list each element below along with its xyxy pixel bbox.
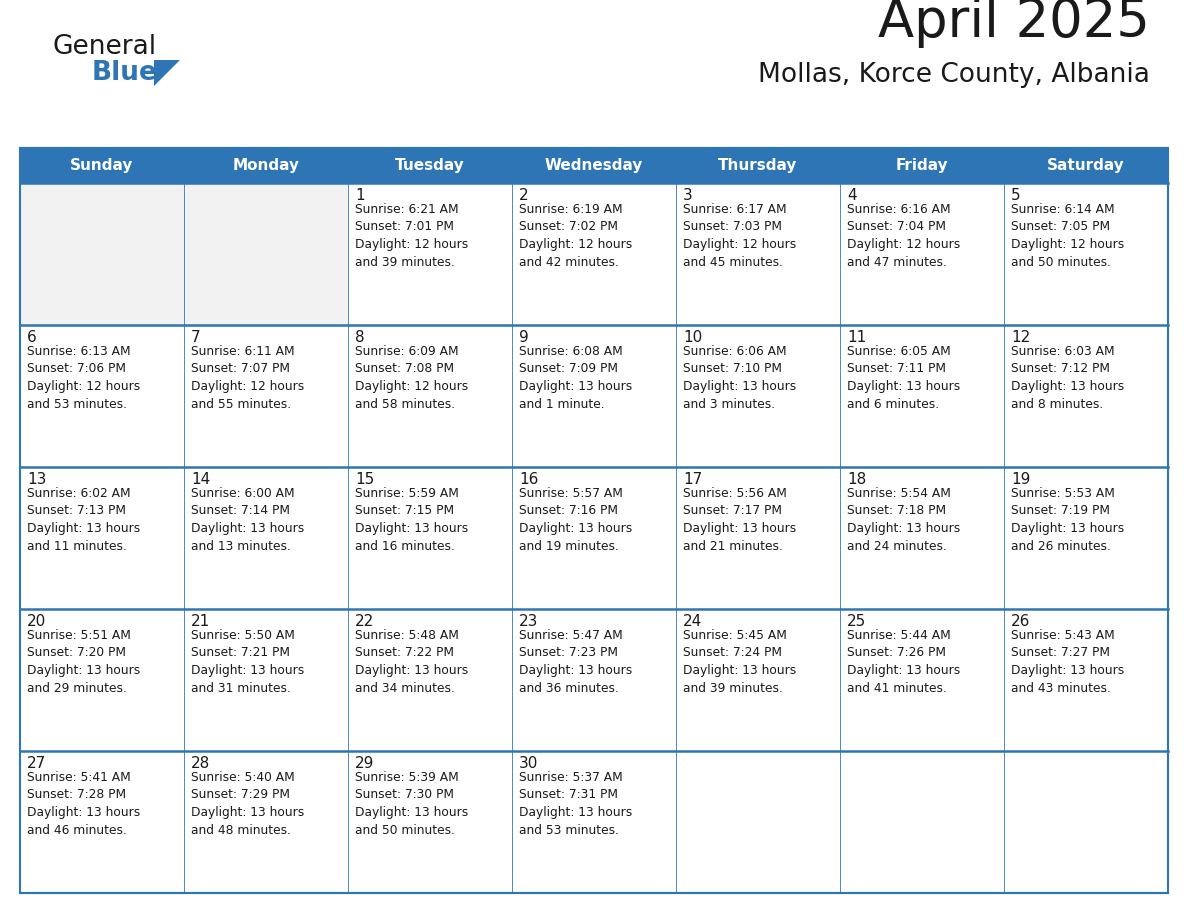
Text: Wednesday: Wednesday — [545, 158, 643, 173]
Bar — [20, 148, 1168, 183]
Text: Sunrise: 5:43 AM
Sunset: 7:27 PM
Daylight: 13 hours
and 43 minutes.: Sunrise: 5:43 AM Sunset: 7:27 PM Dayligh… — [1011, 629, 1124, 695]
Text: 12: 12 — [1011, 330, 1030, 345]
Text: Sunrise: 5:50 AM
Sunset: 7:21 PM
Daylight: 13 hours
and 31 minutes.: Sunrise: 5:50 AM Sunset: 7:21 PM Dayligh… — [191, 629, 304, 695]
Text: 27: 27 — [27, 756, 46, 771]
Text: 2: 2 — [519, 188, 529, 203]
Text: Sunrise: 6:02 AM
Sunset: 7:13 PM
Daylight: 13 hours
and 11 minutes.: Sunrise: 6:02 AM Sunset: 7:13 PM Dayligh… — [27, 487, 140, 553]
Text: Sunrise: 6:14 AM
Sunset: 7:05 PM
Daylight: 12 hours
and 50 minutes.: Sunrise: 6:14 AM Sunset: 7:05 PM Dayligh… — [1011, 203, 1124, 268]
Text: 28: 28 — [191, 756, 210, 771]
Text: Sunrise: 5:39 AM
Sunset: 7:30 PM
Daylight: 13 hours
and 50 minutes.: Sunrise: 5:39 AM Sunset: 7:30 PM Dayligh… — [355, 771, 468, 836]
Text: 16: 16 — [519, 472, 538, 487]
Text: 19: 19 — [1011, 472, 1030, 487]
Text: 18: 18 — [847, 472, 866, 487]
Text: 1: 1 — [355, 188, 365, 203]
Text: Sunrise: 6:17 AM
Sunset: 7:03 PM
Daylight: 12 hours
and 45 minutes.: Sunrise: 6:17 AM Sunset: 7:03 PM Dayligh… — [683, 203, 796, 268]
Text: 8: 8 — [355, 330, 365, 345]
Text: 29: 29 — [355, 756, 374, 771]
Text: 15: 15 — [355, 472, 374, 487]
Text: Sunrise: 6:11 AM
Sunset: 7:07 PM
Daylight: 12 hours
and 55 minutes.: Sunrise: 6:11 AM Sunset: 7:07 PM Dayligh… — [191, 345, 304, 410]
Text: Sunday: Sunday — [70, 158, 134, 173]
Text: Saturday: Saturday — [1047, 158, 1125, 173]
Text: Sunrise: 6:19 AM
Sunset: 7:02 PM
Daylight: 12 hours
and 42 minutes.: Sunrise: 6:19 AM Sunset: 7:02 PM Dayligh… — [519, 203, 632, 268]
Text: Sunrise: 5:45 AM
Sunset: 7:24 PM
Daylight: 13 hours
and 39 minutes.: Sunrise: 5:45 AM Sunset: 7:24 PM Dayligh… — [683, 629, 796, 695]
Bar — [20, 751, 1168, 893]
Text: 25: 25 — [847, 614, 866, 629]
Text: Sunrise: 5:37 AM
Sunset: 7:31 PM
Daylight: 13 hours
and 53 minutes.: Sunrise: 5:37 AM Sunset: 7:31 PM Dayligh… — [519, 771, 632, 836]
Bar — [20, 467, 1168, 609]
Text: Blue: Blue — [91, 60, 158, 86]
Text: Sunrise: 5:47 AM
Sunset: 7:23 PM
Daylight: 13 hours
and 36 minutes.: Sunrise: 5:47 AM Sunset: 7:23 PM Dayligh… — [519, 629, 632, 695]
Text: Sunrise: 5:40 AM
Sunset: 7:29 PM
Daylight: 13 hours
and 48 minutes.: Sunrise: 5:40 AM Sunset: 7:29 PM Dayligh… — [191, 771, 304, 836]
Text: 24: 24 — [683, 614, 702, 629]
Text: 26: 26 — [1011, 614, 1030, 629]
Text: Sunrise: 6:16 AM
Sunset: 7:04 PM
Daylight: 12 hours
and 47 minutes.: Sunrise: 6:16 AM Sunset: 7:04 PM Dayligh… — [847, 203, 960, 268]
Text: Sunrise: 5:54 AM
Sunset: 7:18 PM
Daylight: 13 hours
and 24 minutes.: Sunrise: 5:54 AM Sunset: 7:18 PM Dayligh… — [847, 487, 960, 553]
Text: Sunrise: 6:00 AM
Sunset: 7:14 PM
Daylight: 13 hours
and 13 minutes.: Sunrise: 6:00 AM Sunset: 7:14 PM Dayligh… — [191, 487, 304, 553]
Bar — [20, 325, 1168, 467]
Text: Tuesday: Tuesday — [396, 158, 465, 173]
Text: 3: 3 — [683, 188, 693, 203]
Text: Sunrise: 5:44 AM
Sunset: 7:26 PM
Daylight: 13 hours
and 41 minutes.: Sunrise: 5:44 AM Sunset: 7:26 PM Dayligh… — [847, 629, 960, 695]
Text: 21: 21 — [191, 614, 210, 629]
Text: 11: 11 — [847, 330, 866, 345]
Text: 23: 23 — [519, 614, 538, 629]
Bar — [184, 183, 348, 325]
Text: Friday: Friday — [896, 158, 948, 173]
Text: Sunrise: 5:59 AM
Sunset: 7:15 PM
Daylight: 13 hours
and 16 minutes.: Sunrise: 5:59 AM Sunset: 7:15 PM Dayligh… — [355, 487, 468, 553]
Bar — [20, 183, 184, 325]
Text: 9: 9 — [519, 330, 529, 345]
Text: 7: 7 — [191, 330, 201, 345]
Text: General: General — [52, 34, 156, 60]
Text: Sunrise: 6:21 AM
Sunset: 7:01 PM
Daylight: 12 hours
and 39 minutes.: Sunrise: 6:21 AM Sunset: 7:01 PM Dayligh… — [355, 203, 468, 268]
Text: Sunrise: 6:09 AM
Sunset: 7:08 PM
Daylight: 12 hours
and 58 minutes.: Sunrise: 6:09 AM Sunset: 7:08 PM Dayligh… — [355, 345, 468, 410]
Text: Sunrise: 6:06 AM
Sunset: 7:10 PM
Daylight: 13 hours
and 3 minutes.: Sunrise: 6:06 AM Sunset: 7:10 PM Dayligh… — [683, 345, 796, 410]
Bar — [20, 183, 1168, 325]
Polygon shape — [154, 60, 181, 86]
Text: 13: 13 — [27, 472, 46, 487]
Text: Sunrise: 6:05 AM
Sunset: 7:11 PM
Daylight: 13 hours
and 6 minutes.: Sunrise: 6:05 AM Sunset: 7:11 PM Dayligh… — [847, 345, 960, 410]
Text: Sunrise: 6:08 AM
Sunset: 7:09 PM
Daylight: 13 hours
and 1 minute.: Sunrise: 6:08 AM Sunset: 7:09 PM Dayligh… — [519, 345, 632, 410]
Text: Monday: Monday — [233, 158, 299, 173]
Text: April 2025: April 2025 — [878, 0, 1150, 48]
Text: 17: 17 — [683, 472, 702, 487]
Text: 6: 6 — [27, 330, 37, 345]
Text: Sunrise: 5:41 AM
Sunset: 7:28 PM
Daylight: 13 hours
and 46 minutes.: Sunrise: 5:41 AM Sunset: 7:28 PM Dayligh… — [27, 771, 140, 836]
Text: Sunrise: 5:48 AM
Sunset: 7:22 PM
Daylight: 13 hours
and 34 minutes.: Sunrise: 5:48 AM Sunset: 7:22 PM Dayligh… — [355, 629, 468, 695]
Text: Sunrise: 5:56 AM
Sunset: 7:17 PM
Daylight: 13 hours
and 21 minutes.: Sunrise: 5:56 AM Sunset: 7:17 PM Dayligh… — [683, 487, 796, 553]
Text: 10: 10 — [683, 330, 702, 345]
Text: Sunrise: 5:57 AM
Sunset: 7:16 PM
Daylight: 13 hours
and 19 minutes.: Sunrise: 5:57 AM Sunset: 7:16 PM Dayligh… — [519, 487, 632, 553]
Text: Mollas, Korce County, Albania: Mollas, Korce County, Albania — [758, 62, 1150, 88]
Text: Sunrise: 5:53 AM
Sunset: 7:19 PM
Daylight: 13 hours
and 26 minutes.: Sunrise: 5:53 AM Sunset: 7:19 PM Dayligh… — [1011, 487, 1124, 553]
Text: Sunrise: 6:13 AM
Sunset: 7:06 PM
Daylight: 12 hours
and 53 minutes.: Sunrise: 6:13 AM Sunset: 7:06 PM Dayligh… — [27, 345, 140, 410]
Text: Thursday: Thursday — [719, 158, 797, 173]
Text: 30: 30 — [519, 756, 538, 771]
Text: 4: 4 — [847, 188, 857, 203]
Text: Sunrise: 6:03 AM
Sunset: 7:12 PM
Daylight: 13 hours
and 8 minutes.: Sunrise: 6:03 AM Sunset: 7:12 PM Dayligh… — [1011, 345, 1124, 410]
Text: 22: 22 — [355, 614, 374, 629]
Text: 14: 14 — [191, 472, 210, 487]
Text: 5: 5 — [1011, 188, 1020, 203]
Text: Sunrise: 5:51 AM
Sunset: 7:20 PM
Daylight: 13 hours
and 29 minutes.: Sunrise: 5:51 AM Sunset: 7:20 PM Dayligh… — [27, 629, 140, 695]
Bar — [20, 609, 1168, 751]
Bar — [20, 148, 1168, 893]
Text: 20: 20 — [27, 614, 46, 629]
